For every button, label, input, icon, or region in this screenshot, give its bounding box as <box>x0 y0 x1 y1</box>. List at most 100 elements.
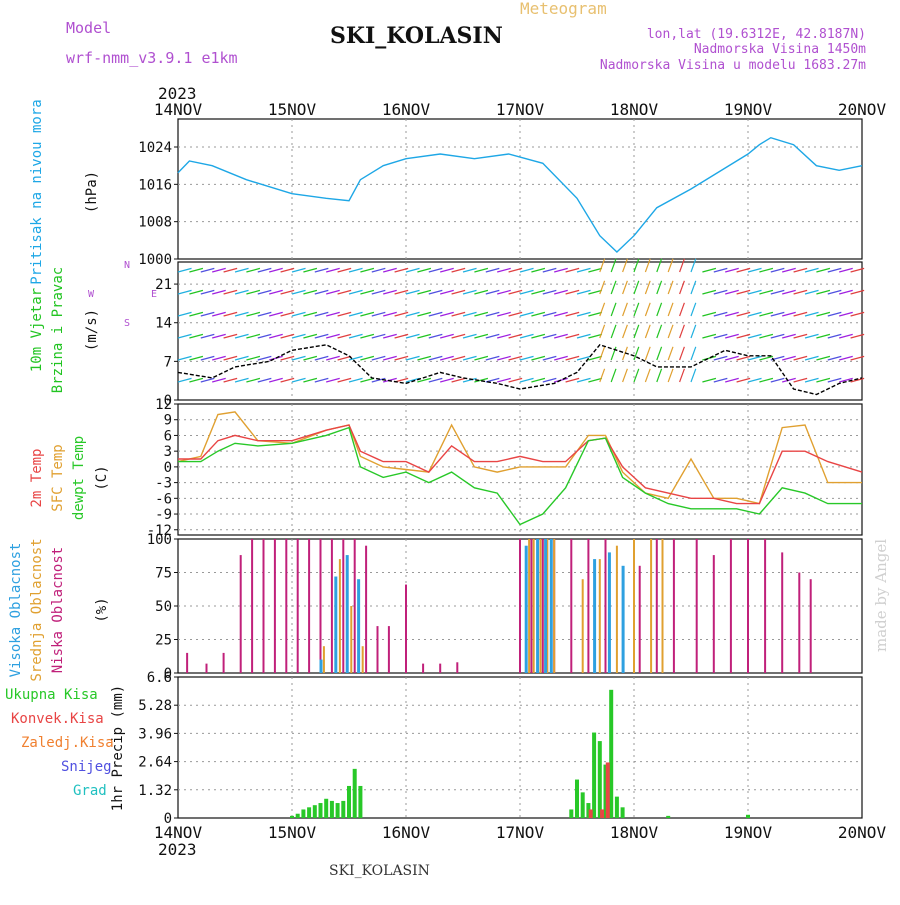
wind-barb <box>200 355 215 361</box>
wind-barb <box>519 377 534 383</box>
wind-barb <box>519 355 534 361</box>
wind-barb <box>497 311 511 317</box>
wind-barb <box>690 258 697 273</box>
wind-barb <box>394 267 409 273</box>
low-cloud-bar <box>308 539 311 673</box>
wind-barb <box>793 311 808 317</box>
wind-barb <box>759 311 774 317</box>
wind-barb <box>360 267 375 273</box>
wind-barb <box>485 311 500 317</box>
wind-barb <box>417 355 432 361</box>
wind-barb <box>588 289 603 295</box>
y-tick-label: 0 <box>164 460 172 476</box>
wind-barb <box>497 355 511 361</box>
mid-cloud-bar <box>553 539 556 673</box>
wind-barb <box>827 355 842 361</box>
wind-barb <box>326 333 340 339</box>
wind-barb <box>246 355 261 361</box>
pressure-line <box>177 136 863 253</box>
wind-barb <box>314 267 329 273</box>
wind-barb <box>257 377 272 383</box>
high-cloud-bar <box>593 559 597 673</box>
low-cloud-bar <box>530 539 533 673</box>
wind-barb <box>736 355 751 361</box>
wind-barb <box>531 267 546 273</box>
wind-barb <box>519 311 534 317</box>
low-cloud-bar <box>587 539 590 673</box>
wind-barb <box>428 377 443 383</box>
wind-barb <box>702 377 717 383</box>
wind-barb <box>770 377 785 383</box>
low-cloud-bar <box>205 663 208 673</box>
total-precip-bar <box>586 803 591 818</box>
wind-barb <box>633 324 640 339</box>
total-precip-bar <box>569 809 574 818</box>
low-cloud-bar <box>747 539 749 673</box>
wind-barb <box>622 258 628 273</box>
wind-barb <box>576 267 591 273</box>
total-precip-bar <box>358 785 363 818</box>
wind-barb <box>554 311 568 317</box>
wind-barb <box>428 267 443 273</box>
wind-barb <box>212 311 226 317</box>
wind-barb <box>177 267 192 273</box>
wind-barb <box>759 377 774 383</box>
wind-barb <box>462 377 477 383</box>
wind-barb <box>451 333 466 339</box>
low-cloud-bar <box>422 663 425 673</box>
compass-e: E <box>151 289 157 300</box>
wind-barb <box>736 377 751 383</box>
wind-barb <box>554 355 568 361</box>
temp2m-line <box>178 424 863 505</box>
wind-barb <box>610 368 617 383</box>
wind-barb <box>394 333 409 339</box>
wind-barb <box>291 355 306 361</box>
x-tick-label-top: 18NOV <box>610 100 659 119</box>
wind-barb <box>702 355 717 361</box>
low-cloud-bar <box>570 539 573 673</box>
wind-barb <box>348 311 363 317</box>
wind-barb <box>747 355 762 361</box>
wind-barb <box>804 333 819 339</box>
wind-barb <box>303 267 318 273</box>
wind-barb <box>485 289 500 295</box>
low-cloud-bar <box>222 652 225 673</box>
wind-barb <box>462 311 477 317</box>
wind-barb <box>291 333 306 339</box>
wind-barb <box>303 377 318 383</box>
convective-precip-bar <box>600 809 605 818</box>
wind-barb <box>565 333 580 339</box>
low-cloud-bar <box>781 552 784 673</box>
wind-barb <box>576 355 591 361</box>
precip-legend-item: Zaledj.Kisa <box>21 735 114 751</box>
wind-barb <box>223 355 238 361</box>
wind-barb <box>223 333 238 339</box>
wind-barb <box>348 377 363 383</box>
wind-barb <box>451 377 466 383</box>
wind-barb <box>747 333 762 339</box>
total-precip-bar <box>347 785 351 818</box>
pressure-ylabel: Pritisak na nivou mora <box>29 99 45 284</box>
wind-barb <box>440 355 454 361</box>
plot-layer <box>177 136 865 818</box>
wind-barb <box>360 377 375 383</box>
lonlat-label: lon,lat (19.6312E, 42.8187N) <box>647 27 866 42</box>
wind-barb <box>736 333 751 339</box>
wind-barb <box>633 280 640 295</box>
wind-barb <box>360 289 375 295</box>
wind-barb <box>770 289 785 295</box>
wind-barb <box>257 267 272 273</box>
wind-barb <box>804 289 819 295</box>
y-tick-label: 0 <box>164 666 172 682</box>
wind-barb <box>736 267 751 273</box>
low-cloud-bar <box>365 545 368 673</box>
wind-barb <box>588 377 603 383</box>
wind-barb <box>497 289 511 295</box>
precip-legend-item: Snijeg <box>61 759 112 775</box>
wind-barb <box>234 289 249 295</box>
y-tick-label: 1000 <box>138 252 172 268</box>
wind-barb <box>839 377 853 383</box>
wind-barb <box>667 346 674 361</box>
wind-barb <box>782 377 796 383</box>
wind-barb <box>644 302 651 317</box>
